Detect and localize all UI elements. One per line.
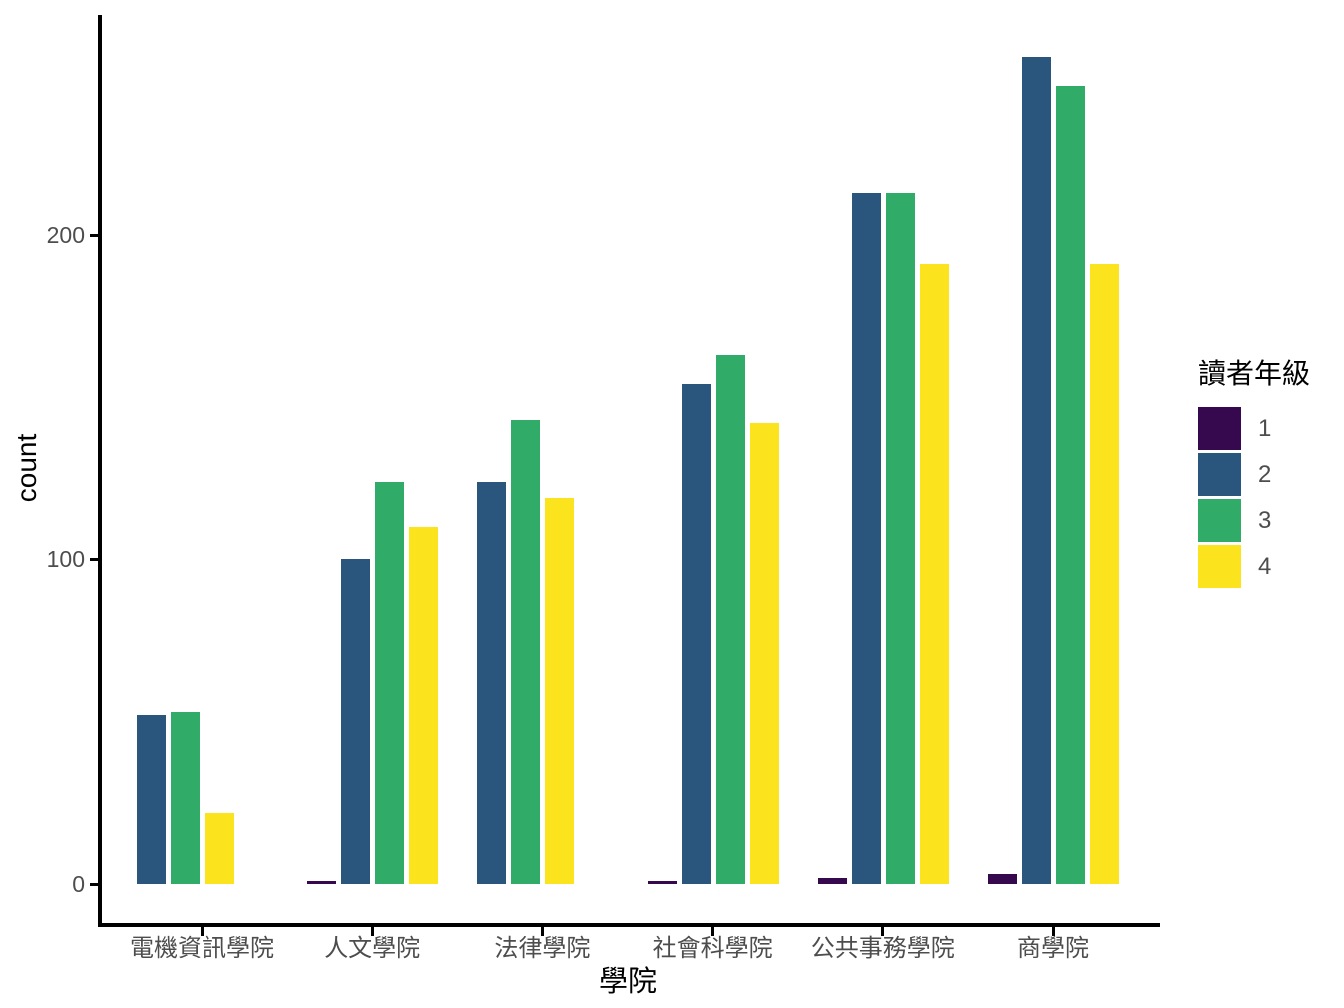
bar-商學院-grade2 bbox=[1022, 57, 1051, 884]
bar-電機資訊學院-grade3 bbox=[171, 712, 200, 884]
legend-item-2: 2 bbox=[1198, 453, 1310, 496]
bar-法律學院-grade3 bbox=[511, 420, 540, 884]
bar-人文學院-grade2 bbox=[341, 559, 370, 884]
x-tick-mark bbox=[200, 927, 204, 936]
x-tick-mark bbox=[1051, 927, 1055, 936]
legend-title: 讀者年級 bbox=[1198, 358, 1311, 389]
bar-電機資訊學院-grade2 bbox=[137, 715, 166, 884]
legend-item-3: 3 bbox=[1198, 499, 1310, 542]
bar-社會科學院-grade3 bbox=[716, 355, 745, 884]
x-tick-mark bbox=[711, 927, 715, 936]
y-axis-line bbox=[98, 15, 102, 927]
legend-key-swatch bbox=[1198, 545, 1241, 588]
legend-item-4: 4 bbox=[1198, 545, 1310, 588]
y-tick-label: 100 bbox=[46, 546, 85, 572]
bar-公共事務學院-grade1 bbox=[818, 878, 847, 884]
x-tick-mark bbox=[540, 927, 544, 936]
y-tick-mark bbox=[90, 233, 98, 237]
bar-社會科學院-grade2 bbox=[682, 384, 711, 884]
bar-人文學院-grade1 bbox=[307, 881, 336, 884]
legend-key-swatch bbox=[1198, 499, 1241, 542]
bar-法律學院-grade4 bbox=[545, 498, 574, 884]
y-axis-title: count bbox=[11, 433, 42, 503]
bar-公共事務學院-grade4 bbox=[920, 264, 949, 884]
x-tick-label: 社會科學院 bbox=[652, 935, 773, 962]
x-tick-label: 法律學院 bbox=[494, 935, 591, 962]
bar-法律學院-grade2 bbox=[477, 482, 506, 884]
legend-label: 4 bbox=[1258, 552, 1272, 580]
x-axis-line bbox=[98, 923, 1160, 927]
bar-社會科學院-grade4 bbox=[750, 423, 779, 884]
legend-item-1: 1 bbox=[1198, 407, 1310, 450]
x-tick-label: 公共事務學院 bbox=[810, 935, 955, 962]
x-tick-mark bbox=[370, 927, 374, 936]
bar-人文學院-grade3 bbox=[375, 482, 404, 884]
y-tick-label: 200 bbox=[46, 221, 85, 248]
bar-商學院-grade1 bbox=[988, 874, 1017, 884]
legend-items: 1 2 3 4 bbox=[1198, 407, 1310, 588]
legend-label: 3 bbox=[1258, 506, 1272, 534]
bar-商學院-grade3 bbox=[1056, 86, 1085, 884]
y-tick-mark bbox=[90, 558, 98, 561]
x-tick-label: 商學院 bbox=[1017, 935, 1089, 962]
legend: 讀者年級 1 2 3 4 bbox=[1198, 352, 1310, 588]
x-tick-mark bbox=[881, 927, 885, 936]
bar-公共事務學院-grade2 bbox=[852, 193, 881, 884]
legend-key-swatch bbox=[1198, 407, 1241, 450]
legend-key-swatch bbox=[1198, 453, 1241, 496]
bar-電機資訊學院-grade4 bbox=[205, 813, 234, 884]
y-tick-label: 0 bbox=[72, 870, 85, 897]
x-axis-title: 學院 bbox=[598, 966, 657, 998]
x-tick-label: 電機資訊學院 bbox=[130, 935, 274, 962]
bar-人文學院-grade4 bbox=[409, 527, 438, 884]
bar-商學院-grade4 bbox=[1090, 264, 1119, 884]
x-tick-label: 人文學院 bbox=[324, 935, 421, 962]
legend-label: 2 bbox=[1258, 460, 1272, 488]
y-tick-mark bbox=[90, 882, 98, 886]
legend-label: 1 bbox=[1258, 414, 1272, 442]
bar-公共事務學院-grade3 bbox=[886, 193, 915, 884]
bar-社會科學院-grade1 bbox=[648, 881, 677, 884]
